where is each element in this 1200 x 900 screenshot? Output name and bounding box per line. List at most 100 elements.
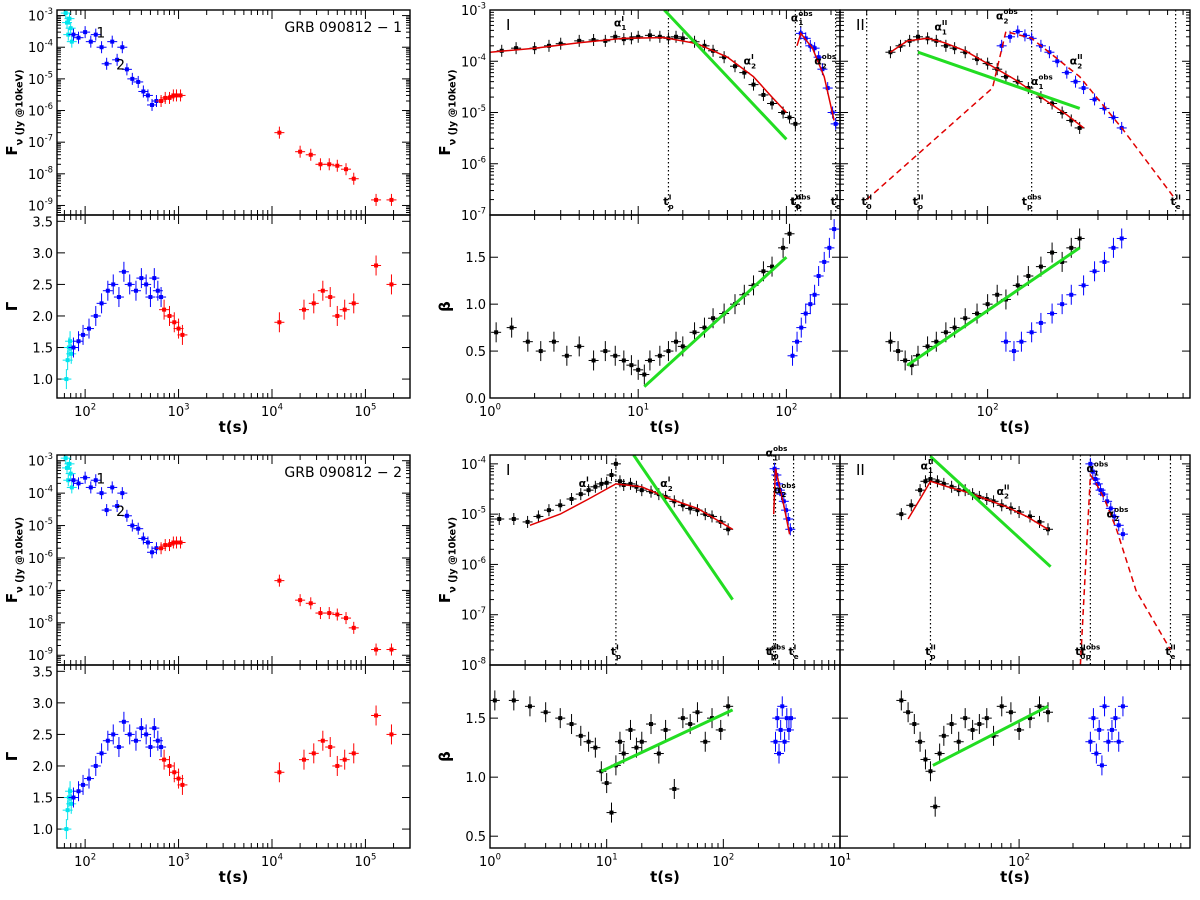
data-point <box>1081 86 1086 91</box>
data-point <box>511 517 516 522</box>
data-point <box>1102 259 1107 264</box>
data-point <box>81 782 86 787</box>
data-point <box>609 473 614 478</box>
data-point <box>335 163 340 168</box>
data-point <box>604 480 609 485</box>
data-point <box>663 727 668 732</box>
data-point <box>909 503 914 508</box>
data-point <box>1015 29 1020 34</box>
data-point <box>65 465 70 470</box>
power-law-line <box>643 256 788 388</box>
data-point <box>970 727 975 732</box>
data-point <box>1112 514 1117 519</box>
x-axis-label: t(s) <box>219 868 249 886</box>
data-point <box>1120 532 1125 537</box>
data-point <box>1095 481 1100 486</box>
data-point <box>110 485 115 490</box>
alpha-label: α2obs <box>1107 505 1129 523</box>
data-point <box>949 722 954 727</box>
data-point <box>695 508 700 513</box>
panel-roman-label: I <box>506 461 510 479</box>
data-point <box>374 713 379 718</box>
data-point <box>124 67 129 72</box>
data-point <box>130 523 135 528</box>
data-point <box>888 339 893 344</box>
data-point <box>76 35 81 40</box>
data-point <box>569 497 574 502</box>
data-point <box>793 121 798 126</box>
data-point <box>975 57 980 62</box>
data-point <box>1099 763 1104 768</box>
data-point <box>702 43 707 48</box>
data-point <box>136 79 141 84</box>
data-point <box>1098 488 1103 493</box>
data-point <box>906 710 911 715</box>
x-axis-label: t(s) <box>650 868 680 886</box>
data-point <box>674 34 679 39</box>
fit-curve-dashed <box>1079 472 1172 665</box>
data-point <box>525 519 530 524</box>
data-point <box>918 739 923 744</box>
data-point <box>99 491 104 496</box>
data-point <box>351 301 356 306</box>
data-point <box>599 481 604 486</box>
data-point <box>130 76 135 81</box>
y-tick-label: 10-7 <box>461 206 486 225</box>
data-point <box>335 313 340 318</box>
data-point <box>1113 716 1118 721</box>
data-point <box>277 578 282 583</box>
data-point <box>825 86 830 91</box>
data-point <box>952 325 957 330</box>
data-point <box>1093 476 1098 481</box>
x-tick-label: 101 <box>829 852 851 871</box>
data-point <box>99 45 104 50</box>
data-point <box>613 34 618 39</box>
data-point <box>999 43 1004 48</box>
data-point <box>812 46 817 51</box>
data-point <box>995 292 1000 297</box>
y-tick-label: 10-6 <box>461 555 486 574</box>
vline-label: teII <box>1170 193 1180 211</box>
data-series-1 <box>1000 228 1127 362</box>
data-point <box>751 82 756 87</box>
x-tick-label: 104 <box>261 402 283 421</box>
data-point <box>178 93 183 98</box>
data-point <box>680 503 685 508</box>
y-tick-label: 10-9 <box>28 646 53 665</box>
alpha-label: α2obs <box>814 52 836 70</box>
data-point <box>680 716 685 721</box>
y-tick-label: 1.5 <box>465 251 486 266</box>
data-point <box>586 488 591 493</box>
data-point <box>152 726 157 731</box>
data-point <box>159 745 164 750</box>
y-axis-label: Fν (Jy @10keV) <box>436 69 458 155</box>
y-tick-label: 2.5 <box>32 278 53 293</box>
vline-label: t0II <box>1075 643 1086 661</box>
y-tick-label: 0.5 <box>465 345 486 360</box>
data-point <box>1091 716 1096 721</box>
data-point <box>1050 311 1055 316</box>
data-series-1 <box>795 27 840 130</box>
data-point <box>1111 115 1116 120</box>
data-point <box>787 115 792 120</box>
data-point <box>1055 59 1060 64</box>
data-point <box>124 513 129 518</box>
x-tick-label: 102 <box>712 852 734 871</box>
data-point <box>832 227 837 232</box>
y-tick-label: 3.0 <box>32 247 53 262</box>
data-point <box>301 307 306 312</box>
data-point <box>820 67 825 72</box>
data-series-2 <box>156 89 397 206</box>
data-point <box>636 34 641 39</box>
data-point <box>155 738 160 743</box>
peak-label: 2 <box>116 504 125 520</box>
data-point <box>71 795 76 800</box>
data-point <box>833 121 838 126</box>
top-left-lower-plot: 1.0 1.5 2.0 2.5 3.0 3.5 102 103 104 105 Γt(s) <box>3 214 411 436</box>
data-point <box>497 517 502 522</box>
data-point <box>116 745 121 750</box>
